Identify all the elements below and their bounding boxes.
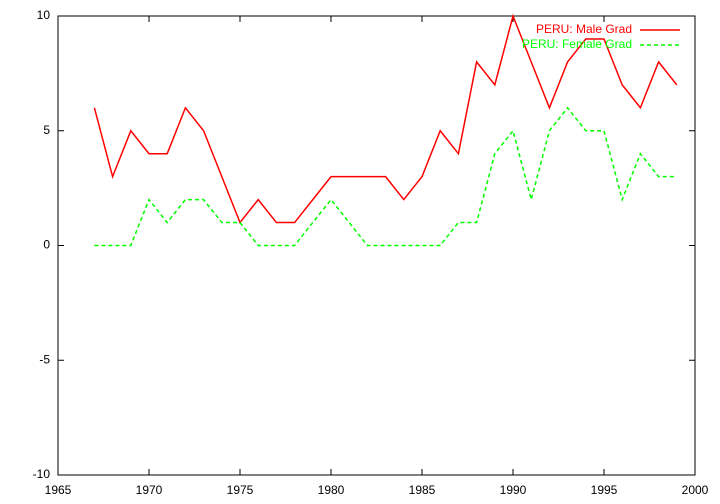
data-line <box>93 13 678 225</box>
x-tick-label: 2000 <box>682 483 709 497</box>
x-tick-label: 1985 <box>409 483 436 497</box>
x-tick-label: 1975 <box>227 483 254 497</box>
y-tick-label: 10 <box>37 8 51 22</box>
x-tick-label: 1990 <box>500 483 527 497</box>
data-line <box>94 106 677 247</box>
x-tick-label: 1965 <box>45 483 72 497</box>
x-tick-label: 1980 <box>318 483 345 497</box>
y-tick-label: 5 <box>43 123 50 137</box>
legend-label: PERU: Male Grad <box>536 22 632 36</box>
x-tick-label: 1995 <box>591 483 618 497</box>
x-tick-label: 1970 <box>136 483 163 497</box>
y-tick-label: -10 <box>33 467 51 481</box>
y-tick-label: -5 <box>39 352 50 366</box>
y-tick-label: 0 <box>43 238 50 252</box>
legend-label: PERU: Female Grad <box>522 37 632 51</box>
